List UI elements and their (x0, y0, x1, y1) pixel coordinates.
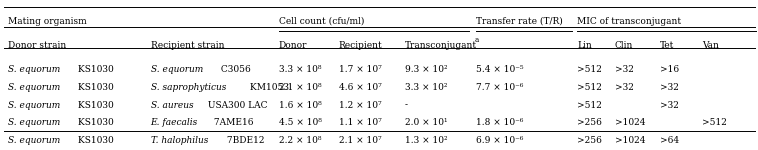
Text: S. saprophyticus: S. saprophyticus (151, 83, 226, 92)
Text: S. equorum: S. equorum (8, 101, 60, 110)
Text: 1.8 × 10⁻⁶: 1.8 × 10⁻⁶ (477, 118, 524, 127)
Text: Donor: Donor (278, 41, 307, 50)
Text: 2.1 × 10⁸: 2.1 × 10⁸ (278, 83, 321, 92)
Text: >512: >512 (578, 65, 602, 74)
Text: S. equorum: S. equorum (8, 136, 60, 145)
Text: >64: >64 (660, 136, 679, 145)
Text: C3056: C3056 (218, 65, 250, 74)
Text: >32: >32 (660, 101, 679, 110)
Text: >16: >16 (660, 65, 679, 74)
Text: 2.0 × 10¹: 2.0 × 10¹ (405, 118, 447, 127)
Text: 3.3 × 10²: 3.3 × 10² (405, 83, 447, 92)
Text: USA300 LAC: USA300 LAC (205, 101, 268, 110)
Text: 7.7 × 10⁻⁶: 7.7 × 10⁻⁶ (477, 83, 524, 92)
Text: Van: Van (703, 41, 719, 50)
Text: 7AME16: 7AME16 (211, 118, 254, 127)
Text: KM1053: KM1053 (247, 83, 289, 92)
Text: Mating organism: Mating organism (8, 17, 86, 26)
Text: S. equorum: S. equorum (151, 65, 203, 74)
Text: -: - (405, 101, 408, 110)
Text: 9.3 × 10²: 9.3 × 10² (405, 65, 448, 74)
Text: >1024: >1024 (615, 136, 646, 145)
Text: Transconjugant: Transconjugant (405, 41, 477, 50)
Text: S. aureus: S. aureus (151, 101, 193, 110)
Text: 4.6 × 10⁷: 4.6 × 10⁷ (339, 83, 381, 92)
Text: KS1030: KS1030 (74, 65, 113, 74)
Text: Recipient: Recipient (339, 41, 383, 50)
Text: a: a (475, 36, 478, 44)
Text: S. equorum: S. equorum (8, 83, 60, 92)
Text: >256: >256 (578, 118, 602, 127)
Text: Cell count (cfu/ml): Cell count (cfu/ml) (278, 17, 364, 26)
Text: 1.7 × 10⁷: 1.7 × 10⁷ (339, 65, 381, 74)
Text: S. equorum: S. equorum (8, 118, 60, 127)
Text: >512: >512 (703, 118, 727, 127)
Text: 1.2 × 10⁷: 1.2 × 10⁷ (339, 101, 381, 110)
Text: 5.4 × 10⁻⁵: 5.4 × 10⁻⁵ (477, 65, 524, 74)
Text: KS1030: KS1030 (74, 136, 113, 145)
Text: KS1030: KS1030 (74, 101, 113, 110)
Text: Clin: Clin (615, 41, 634, 50)
Text: 4.5 × 10⁸: 4.5 × 10⁸ (278, 118, 321, 127)
Text: 1.6 × 10⁸: 1.6 × 10⁸ (278, 101, 321, 110)
Text: 1.1 × 10⁷: 1.1 × 10⁷ (339, 118, 381, 127)
Text: Transfer rate (T/R): Transfer rate (T/R) (477, 17, 563, 26)
Text: 3.3 × 10⁸: 3.3 × 10⁸ (278, 65, 321, 74)
Text: >256: >256 (578, 136, 602, 145)
Text: 7BDE12: 7BDE12 (224, 136, 265, 145)
Text: Lin: Lin (578, 41, 592, 50)
Text: S. equorum: S. equorum (8, 65, 60, 74)
Text: 1.3 × 10²: 1.3 × 10² (405, 136, 448, 145)
Text: Tet: Tet (660, 41, 675, 50)
Text: Donor strain: Donor strain (8, 41, 66, 50)
Text: MIC of transconjugant: MIC of transconjugant (578, 17, 681, 26)
Text: 2.1 × 10⁷: 2.1 × 10⁷ (339, 136, 381, 145)
Text: >512: >512 (578, 101, 602, 110)
Text: KS1030: KS1030 (74, 83, 113, 92)
Text: >32: >32 (615, 65, 634, 74)
Text: KS1030: KS1030 (74, 118, 113, 127)
Text: >1024: >1024 (615, 118, 646, 127)
Text: T. halophilus: T. halophilus (151, 136, 208, 145)
Text: 6.9 × 10⁻⁶: 6.9 × 10⁻⁶ (477, 136, 524, 145)
Text: >32: >32 (615, 83, 634, 92)
Text: 2.2 × 10⁸: 2.2 × 10⁸ (278, 136, 321, 145)
Text: >512: >512 (578, 83, 602, 92)
Text: E. faecalis: E. faecalis (151, 118, 198, 127)
Text: >32: >32 (660, 83, 679, 92)
Text: Recipient strain: Recipient strain (151, 41, 224, 50)
